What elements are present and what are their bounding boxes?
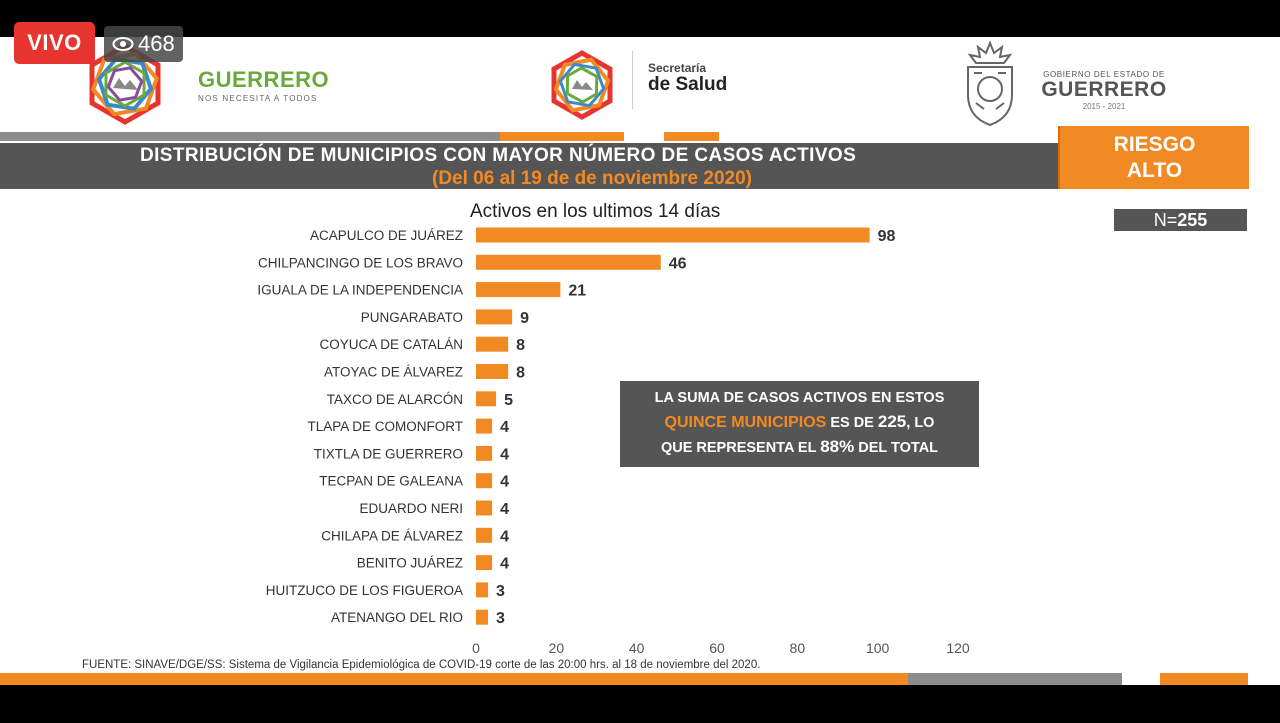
category-label: PUNGARABATO	[361, 310, 463, 325]
category-label: CHILAPA DE ÁLVAREZ	[321, 528, 463, 543]
bar	[476, 336, 509, 352]
bar	[476, 282, 561, 298]
footer-bar-orange	[0, 673, 908, 685]
data-label: 98	[878, 228, 896, 245]
slide-title: DISTRIBUCIÓN DE MUNICIPIOS CON MAYOR NÚM…	[140, 145, 857, 166]
note-highlight: QUINCE MUNICIPIOS	[664, 414, 827, 431]
summary-note: LA SUMA DE CASOS ACTIVOS EN ESTOS QUINCE…	[620, 381, 979, 467]
note-mid: ES DE	[830, 415, 874, 431]
title-band: DISTRIBUCIÓN DE MUNICIPIOS CON MAYOR NÚM…	[0, 143, 1060, 189]
data-label: 4	[500, 446, 509, 463]
category-label: TECPAN DE GALEANA	[319, 474, 463, 489]
data-label: 46	[669, 255, 687, 272]
gobierno-brand-line2: GUERRERO	[1041, 78, 1167, 101]
eye-icon	[112, 36, 134, 52]
guerrero-brand: GUERRERO NOS NECESITA A TODOS	[198, 67, 329, 103]
category-label: ACAPULCO DE JUÁREZ	[310, 228, 463, 243]
category-label: ATOYAC DE ÁLVAREZ	[324, 365, 463, 380]
n-value: 255	[1177, 210, 1208, 230]
data-label: 3	[496, 583, 505, 600]
bar	[476, 364, 509, 379]
gobierno-brand-years: 2015 - 2021	[1082, 102, 1126, 111]
slide-subtitle: (Del 06 al 19 de de noviembre 2020)	[432, 168, 752, 189]
viewer-count: 468	[104, 26, 183, 62]
chart-title: Activos en los ultimos 14 días	[470, 201, 721, 222]
category-label: IGUALA DE LA INDEPENDENCIA	[257, 283, 463, 298]
x-tick-label: 100	[866, 640, 890, 656]
risk-line1: RIESGO	[1113, 133, 1196, 156]
data-label: 8	[516, 365, 525, 382]
category-label: HUITZUCO DE LOS FIGUEROA	[266, 583, 463, 598]
data-label: 21	[568, 283, 586, 300]
note-tail: , LO	[906, 415, 935, 431]
source-note: FUENTE: SINAVE/DGE/SS: Sistema de Vigila…	[82, 659, 761, 671]
state-shield-emblem	[958, 39, 1022, 134]
x-tick-label: 40	[629, 640, 645, 656]
category-label: ATENANGO DEL RIO	[331, 610, 463, 625]
footer-bar-gray	[908, 673, 1122, 685]
gobierno-brand-line1: GOBIERNO DEL ESTADO DE	[1043, 70, 1165, 79]
salud-brand-line2: de Salud	[648, 74, 728, 95]
bar	[476, 418, 493, 434]
gobierno-brand: GOBIERNO DEL ESTADO DE GUERRERO 2015 - 2…	[1034, 70, 1174, 111]
category-label: EDUARDO NERI	[359, 501, 463, 516]
salud-brand: Secretaría de Salud	[648, 61, 727, 96]
data-label: 3	[496, 610, 505, 627]
bar	[476, 527, 493, 543]
risk-badge: RIESGO ALTO	[1058, 126, 1249, 189]
n-total-badge: N=255	[1114, 209, 1247, 231]
note-total: 225	[877, 412, 907, 431]
note-line1: LA SUMA DE CASOS ACTIVOS EN ESTOS	[654, 390, 945, 406]
category-label: TLAPA DE COMONFORT	[307, 419, 463, 434]
decor-line-orange-short	[664, 132, 719, 141]
data-label: 4	[500, 528, 509, 545]
data-label: 5	[504, 392, 513, 409]
note-line3: QUE REPRESENTA EL 88% DEL TOTAL	[620, 435, 979, 460]
data-label: 4	[500, 474, 509, 491]
data-label: 4	[500, 501, 509, 518]
bar	[476, 445, 493, 461]
x-tick-label: 0	[472, 640, 480, 656]
data-label: 4	[500, 556, 509, 573]
decor-line-orange	[500, 132, 624, 141]
bar	[476, 555, 493, 571]
live-badge: VIVO	[14, 22, 95, 64]
bar	[476, 500, 493, 516]
bar	[476, 227, 870, 243]
data-label: 8	[516, 337, 525, 354]
bar	[476, 582, 489, 598]
guerrero-brand-tagline: NOS NECESITA A TODOS	[198, 94, 318, 103]
note-percent: 88%	[820, 437, 855, 456]
note-line3-pre: QUE REPRESENTA EL	[660, 440, 817, 456]
bar	[476, 609, 489, 625]
salud-brand-line1: Secretaría	[648, 61, 707, 75]
viewer-count-value: 468	[138, 31, 175, 56]
bar	[476, 391, 497, 407]
decor-line-gray	[0, 132, 500, 141]
category-label: COYUCA DE CATALÁN	[319, 337, 463, 352]
salud-logo	[546, 49, 618, 126]
bar	[476, 473, 493, 489]
header-divider	[632, 51, 633, 109]
category-label: TAXCO DE ALARCÓN	[327, 392, 463, 407]
category-label: TIXTLA DE GUERRERO	[314, 446, 463, 461]
category-label: BENITO JUÁREZ	[357, 556, 463, 571]
x-tick-label: 120	[946, 640, 970, 656]
bar	[476, 254, 661, 270]
x-tick-label: 60	[709, 640, 725, 656]
x-tick-label: 20	[549, 640, 565, 656]
risk-line2: ALTO	[1126, 159, 1183, 182]
bar	[476, 309, 513, 325]
category-label: CHILPANCINGO DE LOS BRAVO	[258, 255, 463, 270]
data-label: 9	[520, 310, 529, 327]
note-line3-post: DEL TOTAL	[858, 440, 939, 456]
x-tick-label: 80	[790, 640, 806, 656]
data-label: 4	[500, 419, 509, 436]
n-prefix: N=	[1153, 210, 1178, 230]
footer-bar-orange-right	[1160, 673, 1248, 685]
slide: GUERRERO NOS NECESITA A TODOS Secretaría…	[0, 37, 1280, 685]
note-line2: QUINCE MUNICIPIOS ES DE 225, LO	[620, 410, 979, 435]
guerrero-brand-title: GUERRERO	[198, 67, 330, 92]
